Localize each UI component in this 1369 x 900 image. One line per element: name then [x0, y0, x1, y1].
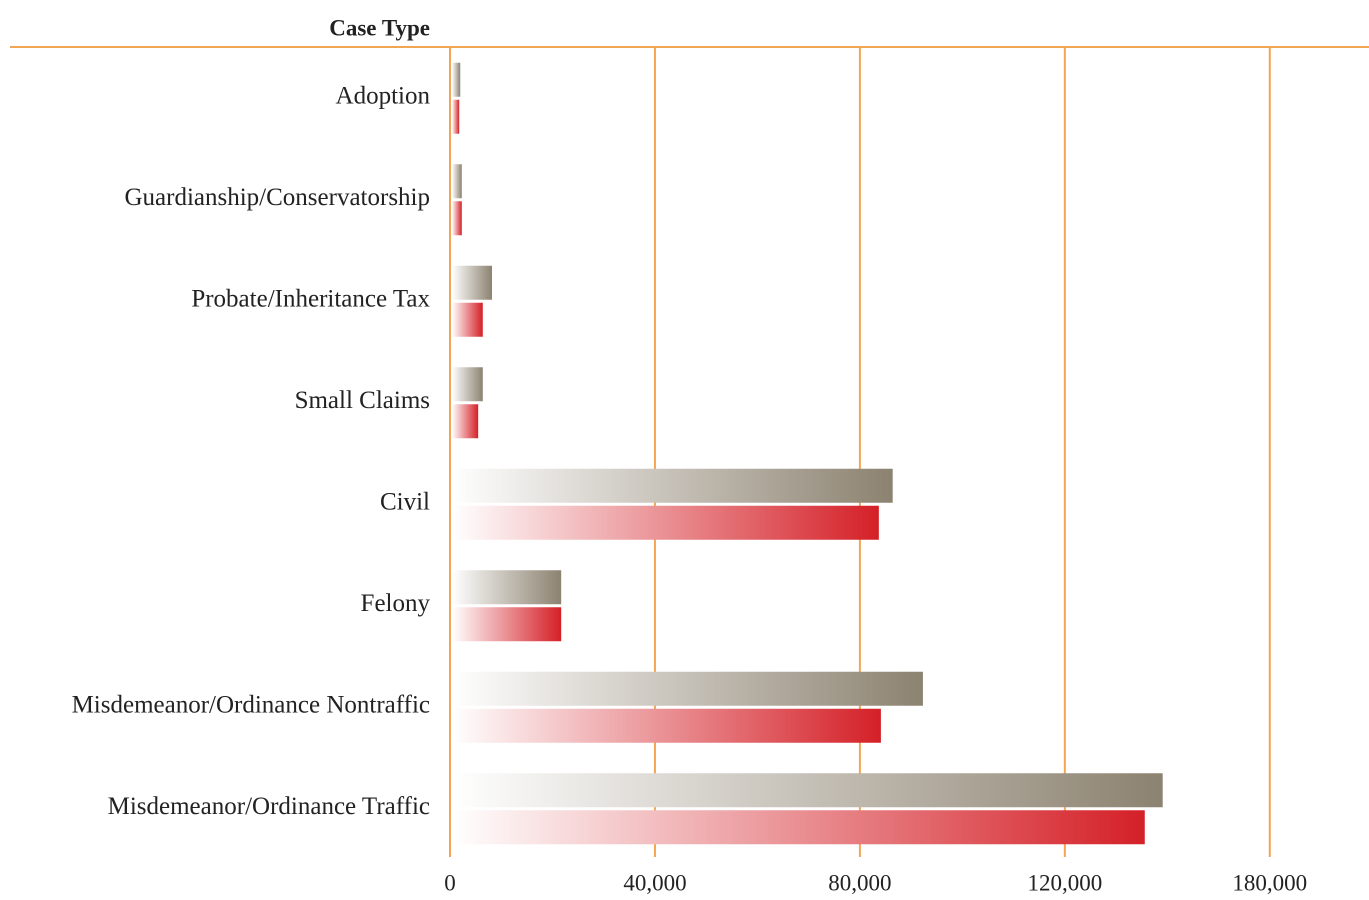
category-label: Adoption — [336, 82, 431, 109]
bar — [452, 671, 923, 706]
category-label: Misdemeanor/Ordinance Traffic — [108, 793, 430, 820]
bar — [452, 99, 460, 134]
bar — [452, 164, 462, 199]
category-label: Probate/Inheritance Tax — [191, 285, 430, 312]
bar — [452, 505, 879, 540]
bar — [452, 773, 1163, 808]
category-label: Civil — [380, 488, 430, 515]
bar — [452, 367, 483, 402]
category-label: Guardianship/Conservatorship — [124, 184, 430, 211]
bar — [452, 201, 462, 236]
bar — [452, 607, 562, 642]
bar — [452, 302, 483, 337]
category-label: Misdemeanor/Ordinance Nontraffic — [72, 691, 430, 718]
x-tick-label: 0 — [444, 870, 456, 895]
category-label: Felony — [361, 590, 431, 617]
x-tick-label: 180,000 — [1232, 870, 1307, 895]
axis-title: Case Type — [329, 15, 430, 40]
bar — [452, 708, 881, 743]
bar — [452, 468, 893, 503]
x-tick-label: 40,000 — [623, 870, 686, 895]
x-tick-label: 120,000 — [1027, 870, 1102, 895]
bar — [452, 404, 479, 439]
bar — [452, 810, 1145, 845]
bar — [452, 265, 493, 300]
bar — [452, 62, 461, 97]
x-tick-label: 80,000 — [828, 870, 891, 895]
category-label: Small Claims — [295, 387, 430, 414]
bar — [452, 570, 562, 605]
